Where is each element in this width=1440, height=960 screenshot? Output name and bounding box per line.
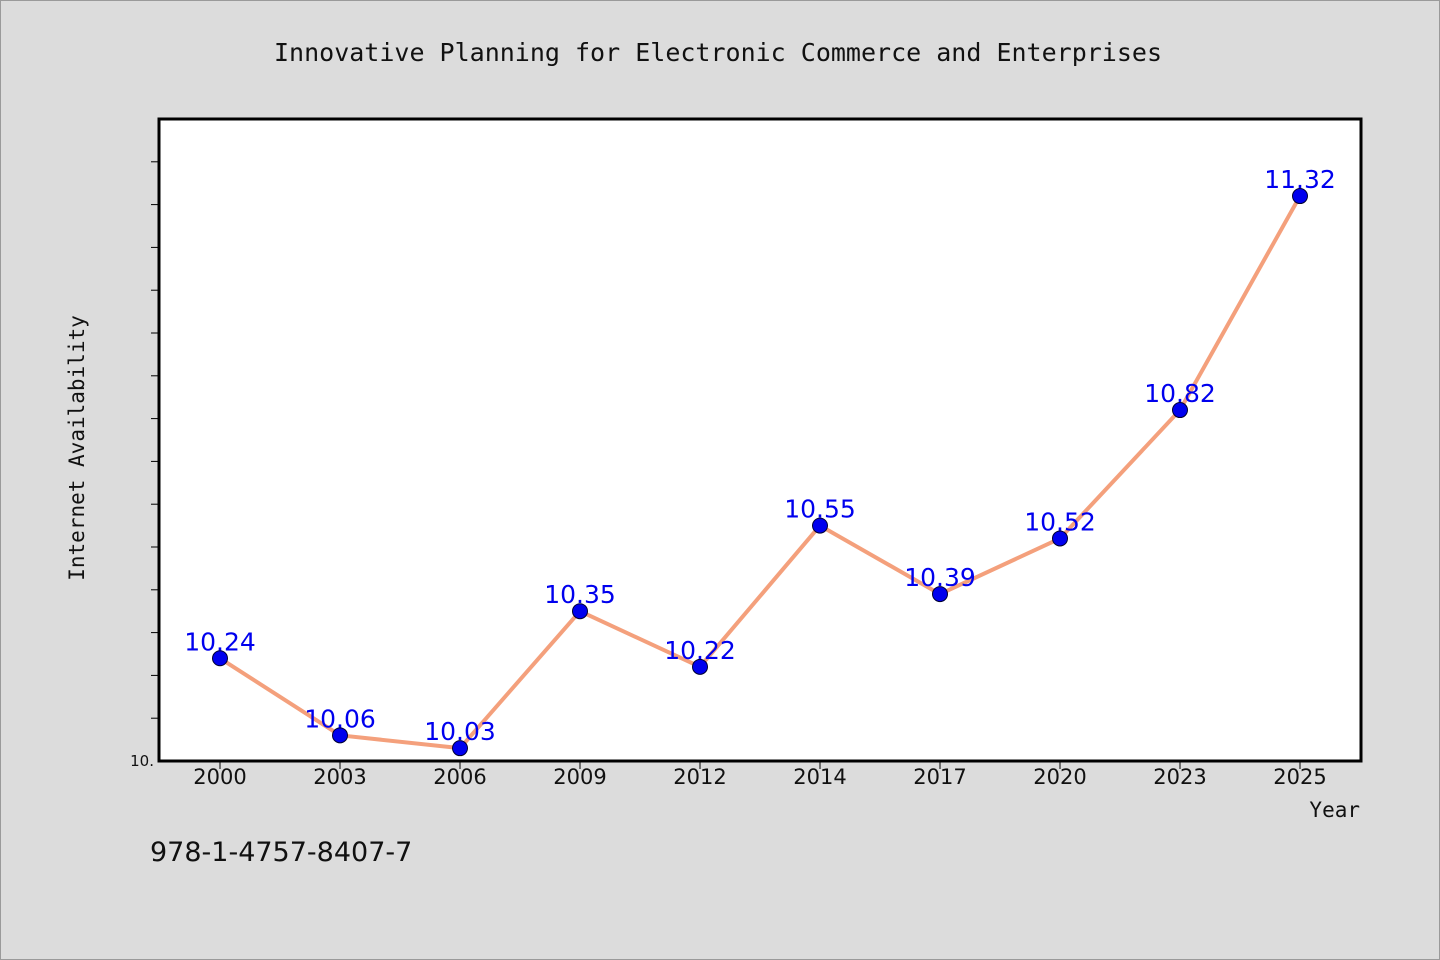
data-labels: 10.24 10.06 10.03 10.35 10.22 10.55 10.39 10.52… [184,165,1336,746]
x-tick-label: 2017 [913,765,966,789]
x-tick-label: 2009 [553,765,606,789]
data-point-marker [572,603,588,620]
y-axis-label: Internet Availability [65,315,89,581]
x-tick-label: 2020 [1033,765,1086,789]
x-axis-ticks: 2000 2003 2006 2009 2012 2014 2017 2020 2023 2025 [193,761,1327,789]
data-markers [212,188,1308,757]
x-tick-label: 2000 [193,765,246,789]
chart-title: Innovative Planning for Electronic Comme… [274,38,1162,67]
y-axis-ticks: 10. [130,161,159,770]
x-tick-label: 2025 [1273,765,1326,789]
data-label: 10.39 [904,563,976,592]
data-label: 10.55 [784,495,856,524]
data-point-marker [1292,188,1308,205]
data-point-marker [1052,530,1068,547]
x-tick-label: 2012 [673,765,726,789]
isbn-text: 978-1-4757-8407-7 [150,837,412,868]
series-line [218,194,1302,751]
data-label: 10.03 [424,717,496,746]
series-line-group [218,194,1302,751]
y-tick-label: 10. [130,752,154,770]
data-label: 10.24 [184,627,256,656]
data-point-marker [212,650,228,667]
data-label: 10.52 [1024,507,1096,536]
x-tick-label: 2006 [433,765,486,789]
x-tick-label: 2003 [313,765,366,789]
data-point-marker [332,727,348,744]
data-point-marker [692,658,708,675]
data-point-marker [452,740,468,757]
data-label: 10.22 [664,636,736,665]
data-point-marker [1172,402,1188,419]
data-label: 10.35 [544,580,616,609]
data-label: 10.06 [304,704,376,733]
data-label: 11.32 [1264,165,1336,194]
x-axis-label: Year [1309,798,1360,822]
data-point-marker [932,586,948,603]
plot-area [157,117,1363,763]
x-tick-label: 2023 [1153,765,1206,789]
data-point-marker [812,517,828,534]
data-label: 10.82 [1144,379,1216,408]
x-tick-label: 2014 [793,765,846,789]
